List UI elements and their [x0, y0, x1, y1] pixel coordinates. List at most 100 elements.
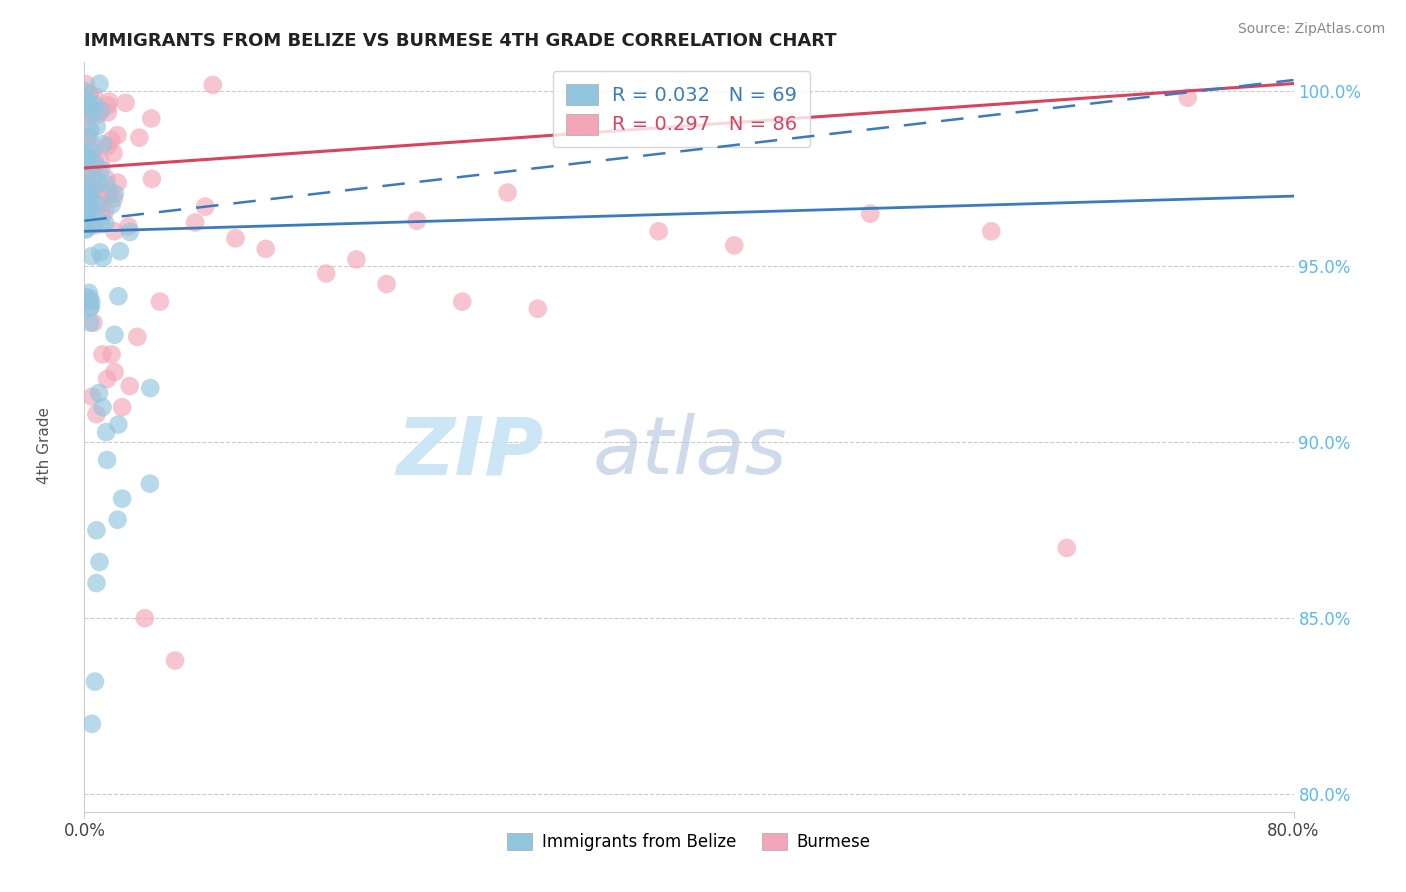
Point [91, 251, 114, 265]
Point [77, 208, 100, 222]
Text: atlas: atlas [592, 413, 787, 491]
Point [96, 425, 118, 439]
Point [79, 161, 101, 176]
Point [79, 153, 101, 168]
Point [75, 90, 97, 104]
Point [77, 130, 100, 145]
Point [89, 555, 111, 569]
Point [75, 77, 97, 91]
Point [100, 133, 122, 147]
Point [79, 186, 101, 201]
Point [79, 123, 101, 137]
Point [77, 96, 100, 111]
Point [184, 215, 207, 229]
Point [103, 192, 125, 206]
Point [141, 172, 163, 186]
Point [89, 245, 111, 260]
Point [79, 123, 101, 137]
Point [84, 140, 107, 154]
Point [76, 148, 98, 162]
Point [91, 400, 114, 414]
Point [859, 207, 882, 221]
Text: ZIP: ZIP [396, 413, 544, 491]
Point [100, 198, 122, 212]
Point [107, 128, 129, 142]
Point [111, 400, 134, 414]
Point [77, 294, 100, 309]
Point [76, 131, 98, 145]
Point [76, 179, 98, 194]
Point [80, 108, 103, 122]
Point [86, 197, 108, 211]
Point [107, 289, 129, 303]
Point [84, 218, 107, 232]
Point [201, 78, 224, 92]
Point [80, 716, 103, 731]
Point [77, 190, 100, 204]
Point [89, 175, 111, 189]
Point [107, 513, 129, 527]
Point [98, 95, 121, 109]
Point [648, 224, 671, 238]
Point [118, 225, 141, 239]
Point [100, 347, 122, 361]
Point [80, 249, 103, 263]
Point [84, 674, 107, 689]
Point [134, 611, 156, 625]
Point [165, 653, 187, 667]
Point [75, 208, 97, 222]
Point [77, 183, 100, 197]
Point [76, 161, 98, 175]
Point [141, 112, 163, 126]
Point [77, 103, 100, 118]
Point [87, 107, 110, 121]
Point [91, 197, 114, 211]
Point [104, 186, 127, 201]
Point [94, 204, 117, 219]
Point [114, 95, 136, 110]
Point [96, 177, 118, 191]
Point [1177, 90, 1199, 104]
Point [86, 407, 108, 421]
Point [83, 202, 105, 217]
Point [80, 103, 103, 117]
Point [75, 221, 97, 235]
Point [980, 224, 1002, 238]
Point [80, 294, 103, 309]
Point [75, 146, 97, 161]
Point [83, 215, 105, 229]
Point [87, 386, 110, 401]
Point [96, 453, 118, 467]
Point [77, 186, 100, 200]
Point [80, 170, 103, 185]
Point [77, 204, 100, 219]
Point [75, 164, 97, 178]
Point [84, 104, 107, 119]
Point [89, 77, 111, 91]
Point [91, 347, 114, 361]
Point [80, 192, 103, 206]
Legend: Immigrants from Belize, Burmese: Immigrants from Belize, Burmese [501, 826, 877, 857]
Point [149, 294, 172, 309]
Point [375, 277, 398, 291]
Text: IMMIGRANTS FROM BELIZE VS BURMESE 4TH GRADE CORRELATION CHART: IMMIGRANTS FROM BELIZE VS BURMESE 4TH GR… [84, 32, 837, 50]
Point [111, 491, 134, 506]
Point [86, 576, 108, 591]
Point [79, 301, 101, 316]
Point [76, 163, 98, 178]
Point [104, 224, 127, 238]
Point [77, 176, 100, 190]
Point [96, 172, 118, 186]
Point [76, 290, 98, 304]
Point [75, 149, 97, 163]
Point [97, 105, 120, 120]
Point [107, 176, 129, 190]
Point [96, 372, 118, 386]
Point [107, 417, 129, 432]
Point [91, 210, 114, 224]
Point [76, 186, 98, 201]
Point [94, 216, 117, 230]
Point [80, 300, 103, 314]
Point [79, 291, 101, 305]
Point [75, 222, 97, 236]
